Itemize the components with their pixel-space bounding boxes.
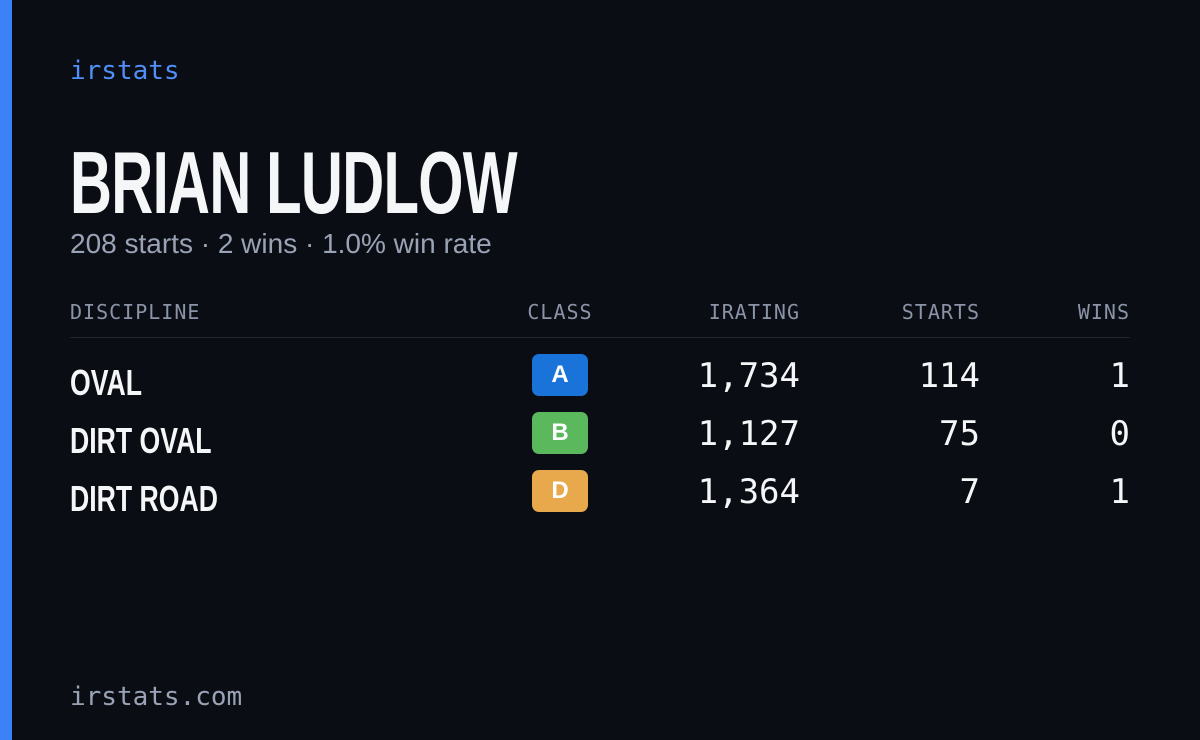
column-header: IRATING: [708, 300, 800, 324]
wins-value: 1: [1109, 356, 1130, 396]
irating-value: 1,364: [697, 472, 800, 512]
header-rule: [70, 337, 1130, 338]
accent-bar: [0, 0, 12, 740]
irating-value: 1,127: [697, 414, 800, 454]
footer: irstats.com: [70, 682, 243, 712]
discipline: DIRT ROAD: [70, 478, 218, 519]
starts-value: 114: [918, 356, 980, 396]
discipline: DIRT OVAL: [70, 420, 212, 461]
discipline: OVAL: [70, 362, 143, 403]
wins-value: 0: [1109, 414, 1130, 454]
wins-value: 1: [1109, 472, 1130, 512]
starts-value: 7: [959, 472, 980, 512]
brand: irstats: [70, 56, 180, 86]
starts-value: 75: [939, 414, 980, 454]
class-badge: D: [532, 470, 588, 512]
driver-summary: 208 starts · 2 wins · 1.0% win rate: [70, 228, 492, 259]
irating-value: 1,734: [697, 356, 800, 396]
column-header: CLASS: [527, 300, 593, 324]
class-badge: A: [532, 354, 588, 396]
class-badge: B: [532, 412, 588, 454]
column-header: DISCIPLINE: [70, 300, 201, 324]
column-header: WINS: [1077, 300, 1130, 324]
column-header: STARTS: [901, 300, 980, 324]
driver-name: BRIAN LUDLOW: [70, 133, 518, 232]
